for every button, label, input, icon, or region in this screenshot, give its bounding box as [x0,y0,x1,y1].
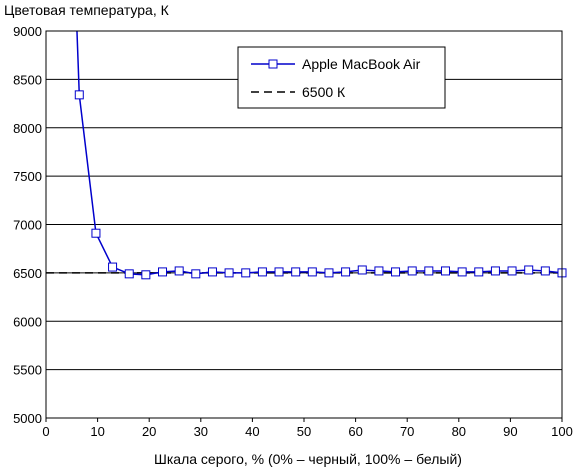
x-axis-title: Шкала серого, % (0% – черный, 100% – бел… [154,451,462,467]
data-point [74,90,84,100]
data-point [191,269,201,279]
data-point [357,265,367,275]
x-tick-label: 60 [348,424,362,439]
x-tick-label: 20 [142,424,156,439]
data-point [507,266,517,276]
data-point [540,266,550,276]
plot-area-border [45,30,563,419]
data-point [341,267,351,277]
data-point [324,268,334,278]
x-tick-labels: 0 10 20 30 40 50 60 70 80 90 100 [42,418,573,439]
y-tick-label: 8500 [13,72,42,87]
data-point [524,265,534,275]
data-point [374,266,384,276]
y-axis-title: Цветовая температура, К [4,2,170,18]
x-tick-label: 30 [194,424,208,439]
y-tick-label: 9000 [13,24,42,39]
x-tick-label: 100 [551,424,573,439]
data-point [457,267,467,277]
x-tick-label: 80 [452,424,466,439]
data-point [307,267,317,277]
x-tick-label: 70 [400,424,414,439]
data-point [241,268,251,278]
data-point [407,266,417,276]
x-tick-label: 10 [90,424,104,439]
y-tick-label: 7500 [13,169,42,184]
y-tick-label: 5500 [13,363,42,378]
data-point [207,267,217,277]
data-point [291,267,301,277]
data-point [141,270,151,280]
data-point [158,267,168,277]
data-point [490,266,500,276]
data-point [224,268,234,278]
data-point [124,269,134,279]
y-tick-label: 5000 [13,411,42,426]
data-point [174,266,184,276]
data-point [108,262,118,272]
data-point [274,267,284,277]
y-tick-label: 8000 [13,121,42,136]
data-point [91,228,101,238]
data-point [424,266,434,276]
data-point [391,267,401,277]
y-tick-label: 6000 [13,314,42,329]
x-tick-label: 0 [42,424,49,439]
y-tick-label: 7000 [13,218,42,233]
legend-label: Apple MacBook Air [302,56,421,72]
x-tick-label: 90 [503,424,517,439]
legend-label: 6500 К [302,84,346,100]
x-tick-label: 50 [297,424,311,439]
data-point [440,266,450,276]
y-tick-label: 6500 [13,266,42,281]
legend-box [237,46,446,109]
legend-marker [268,59,278,69]
data-point [474,267,484,277]
y-tick-labels: 5000 5500 6000 6500 7000 7500 8000 8500 9000 [13,24,42,426]
x-tick-label: 40 [245,424,259,439]
legend: Apple MacBook Air 6500 К [237,46,446,109]
data-point [257,267,267,277]
